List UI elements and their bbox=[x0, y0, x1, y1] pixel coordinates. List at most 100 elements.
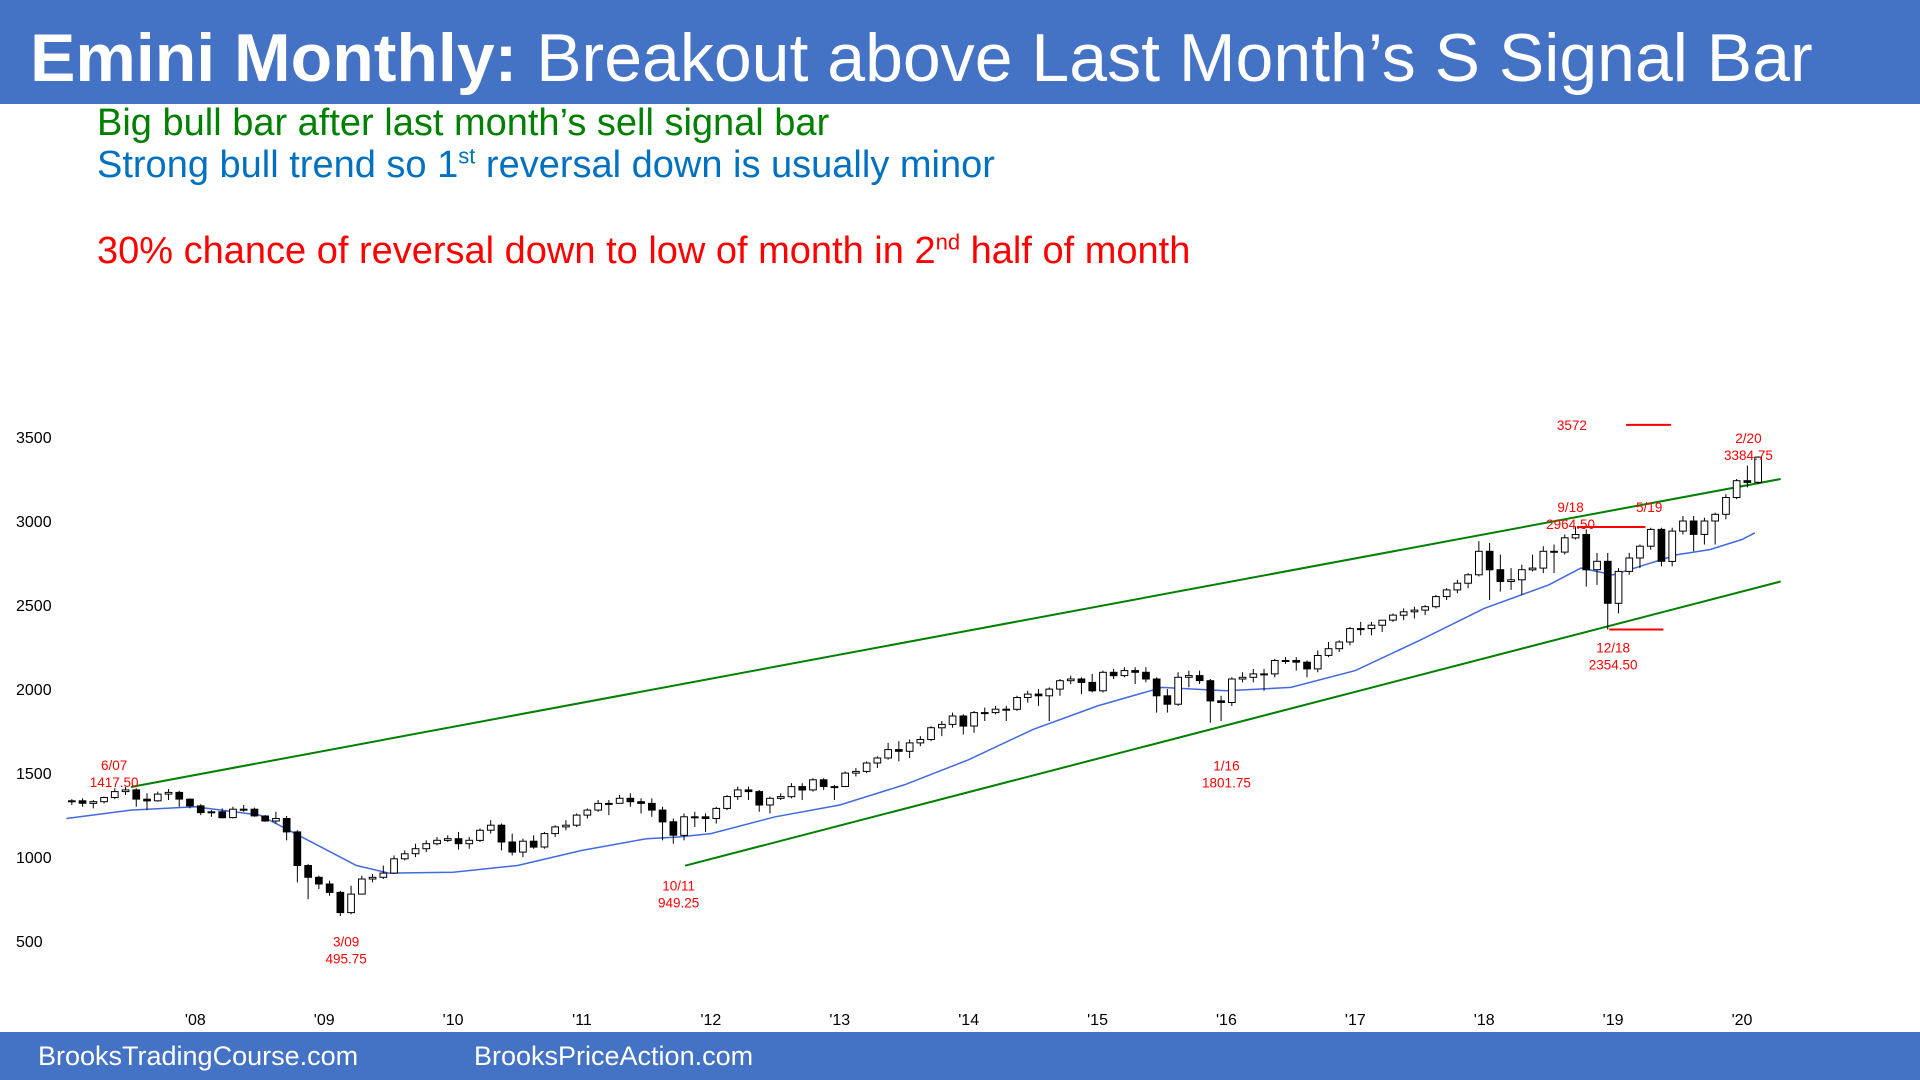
ma-line bbox=[66, 532, 1756, 874]
bull-candle-body bbox=[733, 789, 742, 798]
x-tick-label: '19 bbox=[1603, 1012, 1624, 1029]
candle bbox=[164, 789, 173, 800]
trend-lines bbox=[130, 423, 1781, 867]
candle bbox=[132, 788, 141, 807]
bull-candle-body bbox=[1700, 520, 1709, 535]
candle bbox=[766, 796, 774, 814]
bull-candle-body bbox=[1528, 567, 1537, 571]
bear-candle-body bbox=[293, 831, 302, 867]
bear-candle-body bbox=[497, 824, 506, 843]
candle bbox=[1743, 465, 1752, 488]
candle bbox=[1550, 544, 1558, 574]
bull-candle-body bbox=[1099, 671, 1107, 692]
footer-left-link[interactable]: BrooksTradingCourse.com bbox=[38, 1041, 359, 1071]
candle bbox=[433, 836, 441, 846]
candle bbox=[938, 721, 946, 737]
bull-candle-body bbox=[980, 712, 989, 715]
candle bbox=[1045, 687, 1054, 722]
candle bbox=[486, 820, 495, 834]
footer-bar bbox=[0, 1032, 1920, 1080]
title-bar bbox=[0, 0, 1920, 104]
bull-candle-body bbox=[1260, 673, 1268, 676]
candle bbox=[325, 880, 334, 896]
candle bbox=[100, 796, 108, 804]
candle bbox=[1249, 668, 1258, 683]
annotation-label: 949.25 bbox=[658, 896, 699, 911]
bull-candle-body bbox=[938, 723, 946, 729]
note-line-2-pre: Strong bull trend so 1 bbox=[97, 144, 459, 186]
bull-candle-body bbox=[121, 789, 130, 793]
candle bbox=[680, 813, 688, 841]
candle bbox=[89, 800, 98, 809]
x-tick-label: '15 bbox=[1087, 1012, 1108, 1029]
annotation-label: 12/18 bbox=[1596, 641, 1630, 656]
bull-candle-body bbox=[1636, 545, 1644, 559]
bull-candle-body bbox=[1335, 641, 1344, 650]
bear-candle-body bbox=[175, 791, 184, 800]
bear-candle-body bbox=[78, 800, 87, 804]
candle bbox=[1099, 670, 1107, 693]
y-tick-label: 2000 bbox=[16, 682, 52, 699]
note-line-3: 30% chance of reversal down to low of mo… bbox=[97, 228, 1190, 274]
bull-candle-body bbox=[1281, 660, 1290, 662]
bull-candle-body bbox=[1378, 619, 1387, 626]
candle bbox=[1142, 667, 1150, 683]
bull-candle-body bbox=[1432, 596, 1440, 608]
note-line-3-post: half of month bbox=[960, 230, 1191, 272]
bear-candle-body bbox=[669, 821, 678, 836]
bull-candle-body bbox=[443, 838, 452, 841]
x-tick-label: '09 bbox=[314, 1012, 335, 1029]
candle bbox=[78, 798, 87, 807]
bull-candle-body bbox=[68, 800, 76, 803]
bear-candle-body bbox=[1603, 560, 1612, 604]
candle bbox=[1281, 657, 1290, 664]
candle bbox=[1109, 668, 1118, 679]
candle bbox=[1603, 552, 1612, 630]
bull-candle-body bbox=[605, 802, 613, 805]
y-axis: 500 1000 1500 2000 2500 3000 3500 bbox=[16, 430, 52, 951]
bull-candle-body bbox=[1270, 660, 1279, 675]
bull-candle-body bbox=[1389, 614, 1397, 621]
bull-candle-body bbox=[368, 876, 377, 880]
annotations: 6/07 1417.50 3/09 495.75 10/11 949.25 1/16 1801… bbox=[90, 418, 1773, 967]
bull-candle-body bbox=[519, 840, 527, 853]
annotation-label: 9/18 bbox=[1557, 500, 1583, 515]
bull-candle-body bbox=[1711, 513, 1720, 522]
x-tick-label: '13 bbox=[829, 1012, 850, 1029]
title-bold: Emini Monthly: bbox=[30, 20, 518, 96]
x-tick-label: '18 bbox=[1474, 1012, 1495, 1029]
bear-candle-body bbox=[1496, 569, 1505, 583]
bull-candle-body bbox=[1679, 520, 1687, 532]
candle bbox=[1389, 613, 1397, 622]
bull-candle-body bbox=[1442, 589, 1451, 598]
bear-candle-body bbox=[701, 816, 710, 819]
candle bbox=[1002, 705, 1011, 722]
page-title: Emini Monthly: Breakout above Last Month… bbox=[30, 18, 1813, 98]
annotation-label: 5/19 bbox=[1636, 500, 1662, 515]
bull-candle-body bbox=[110, 791, 119, 798]
candle bbox=[1066, 675, 1075, 685]
candle bbox=[658, 806, 667, 841]
bear-candle-body bbox=[1743, 480, 1752, 483]
candle bbox=[1152, 677, 1161, 713]
bull-candle-body bbox=[1023, 693, 1032, 698]
candle bbox=[605, 800, 613, 816]
bull-candle-body bbox=[239, 808, 248, 811]
bull-candle-body bbox=[1324, 648, 1333, 656]
bear-candle-body bbox=[508, 841, 517, 853]
candle bbox=[948, 712, 957, 728]
bull-candle-body bbox=[551, 826, 559, 835]
bear-candle-body bbox=[1109, 671, 1118, 677]
bear-candle-body bbox=[755, 791, 764, 806]
bear-candle-body bbox=[658, 809, 667, 823]
y-tick-label: 3500 bbox=[16, 430, 52, 447]
candle bbox=[1163, 689, 1172, 713]
candle bbox=[991, 705, 1000, 715]
bull-candle-body bbox=[1249, 673, 1258, 678]
bull-candle-body bbox=[1228, 678, 1236, 703]
bull-candle-body bbox=[1722, 497, 1730, 515]
annotation-label: 2354.50 bbox=[1589, 658, 1638, 673]
footer-right-link[interactable]: BrooksPriceAction.com bbox=[474, 1041, 754, 1071]
candle bbox=[153, 791, 162, 802]
bull-candle-body bbox=[916, 739, 925, 744]
